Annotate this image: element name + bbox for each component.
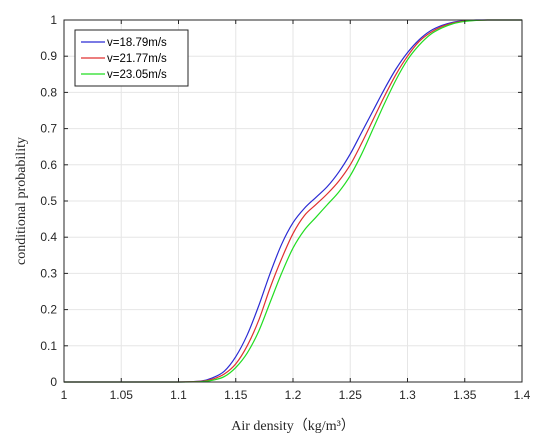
legend-label-1: v=18.79m/s (107, 37, 167, 49)
series-line-1 (64, 19, 522, 383)
y-axis-label: conditional probability (14, 137, 29, 265)
y-tick-label: 0.9 (40, 49, 57, 63)
x-tick-label: 1.2 (285, 388, 302, 402)
legend: v=18.79m/s v=21.77m/s v=23.05m/s (74, 29, 189, 87)
y-tick-label: 1 (50, 13, 57, 27)
axis-labels: Air density（kg/m³） conditional probabili… (14, 137, 355, 434)
legend-label-3: v=23.05m/s (107, 69, 167, 81)
x-tick-label: 1.15 (224, 388, 248, 402)
x-tick-label: 1.3 (399, 388, 416, 402)
y-tick-label: 0.7 (40, 122, 57, 136)
y-tick-label: 0.8 (40, 85, 57, 99)
axis-ticks: 1 1.05 1.1 1.15 1.2 1.25 1.3 1.35 1.4 0 0.1 0.2 0.3 0… (40, 13, 530, 402)
y-tick-label: 0.4 (40, 230, 57, 244)
y-tick-label: 0.3 (40, 266, 57, 280)
x-tick-label: 1.05 (110, 388, 134, 402)
series-lines (64, 19, 522, 383)
x-tick-label: 1.1 (170, 388, 187, 402)
y-tick-label: 0.6 (40, 158, 57, 172)
series-line-3 (64, 19, 522, 383)
x-tick-label: 1.35 (453, 388, 477, 402)
y-tick-label: 0.5 (40, 194, 57, 208)
x-tick-label: 1.25 (339, 388, 363, 402)
y-tick-label: 0.1 (40, 339, 57, 353)
series-line-2 (64, 19, 522, 383)
x-tick-label: 1.4 (514, 388, 531, 402)
x-axis-label: Air density（kg/m³） (231, 418, 355, 434)
y-tick-label: 0 (50, 375, 57, 389)
legend-label-2: v=21.77m/s (107, 53, 167, 65)
x-tick-label: 1 (61, 388, 68, 402)
y-tick-label: 0.2 (40, 303, 57, 317)
